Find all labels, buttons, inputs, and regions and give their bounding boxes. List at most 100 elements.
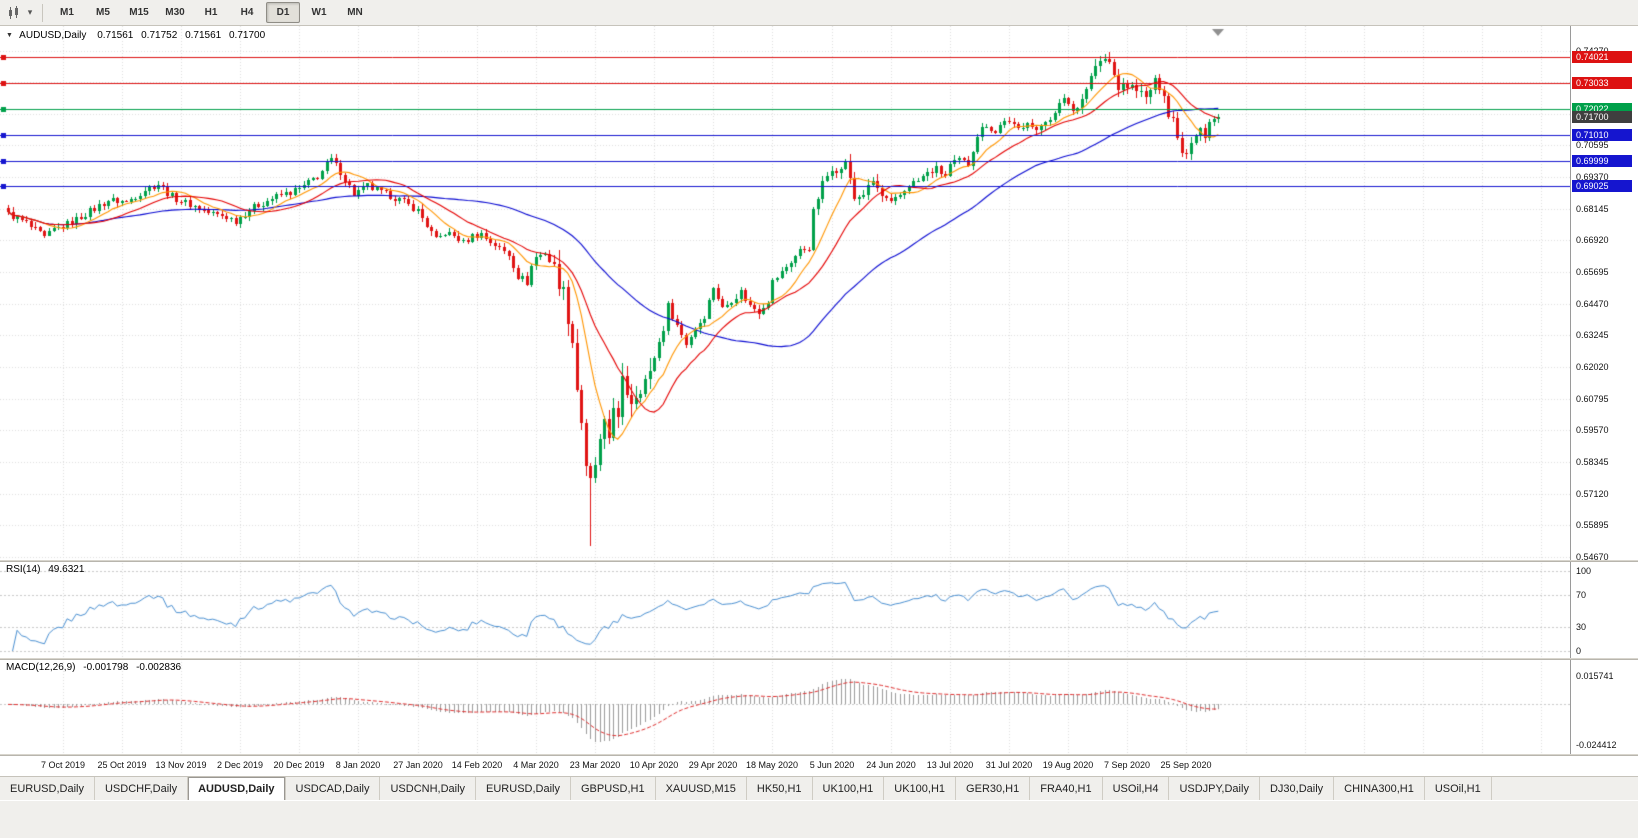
rsi-level-label: 30 (1576, 622, 1587, 632)
chart-tab-gbpusd-h1[interactable]: GBPUSD,H1 (571, 777, 656, 801)
collapse-triangle-icon[interactable]: ▼ (6, 32, 13, 39)
time-axis-label: 7 Oct 2019 (40, 760, 86, 770)
chart-tab-usdcad-daily[interactable]: USDCAD,Daily (286, 777, 381, 801)
rsi-name: RSI(14) (6, 564, 41, 575)
chart-tab-usdjpy-daily[interactable]: USDJPY,Daily (1169, 777, 1260, 801)
price-axis-tick: 0.69370 (1576, 172, 1609, 182)
timeframe-button-h1[interactable]: H1 (204, 7, 218, 18)
chart-tab-ger30-h1[interactable]: GER30,H1 (956, 777, 1031, 801)
chart-area: ▼ AUDUSD,Daily 0.71561 0.71752 0.71561 0… (0, 26, 1638, 756)
time-axis-label: 14 Feb 2020 (451, 760, 503, 770)
chevron-down-icon[interactable]: ▾ (27, 7, 33, 17)
toolbar: ▾ M1 M5 M15 M30 H1 H4 D1 W1 MN (0, 0, 1638, 26)
timeframe-button-d1[interactable]: D1 (266, 2, 300, 23)
price-axis-tick: 0.57120 (1576, 489, 1609, 499)
chart-tab-usdcnh-daily[interactable]: USDCNH,Daily (380, 777, 477, 801)
price-axis: 0.015741 -0.024412 0.742700.705950.69370… (1570, 26, 1638, 756)
price-tag-resistance-line[interactable]: 0.73033 (1572, 77, 1632, 89)
chart-tab-xauusd-m15[interactable]: XAUUSD,M15 (656, 777, 747, 801)
chart-tab-usoil-h4[interactable]: USOil,H4 (1103, 777, 1170, 801)
time-axis-label: 8 Jan 2020 (335, 760, 381, 770)
price-axis-tick: 0.63245 (1576, 330, 1609, 340)
macd-axis-min-label: -0.024412 (1576, 740, 1617, 750)
macd-name: MACD(12,26,9) (6, 662, 76, 673)
rsi-value: 49.6321 (48, 564, 85, 575)
time-axis-label: 31 Jul 2020 (985, 760, 1033, 770)
price-tag-support-line[interactable]: 0.71010 (1572, 129, 1632, 141)
timeframe-button-m30[interactable]: M30 (165, 7, 185, 18)
time-axis-label: 2 Dec 2019 (216, 760, 264, 770)
rsi-indicator-label: RSI(14) 49.6321 (6, 564, 84, 575)
price-tag-support-line[interactable]: 0.69025 (1572, 180, 1632, 192)
time-axis-label: 27 Jan 2020 (393, 760, 443, 770)
chart-type-icon[interactable] (4, 3, 24, 23)
timeframe-button-m5[interactable]: M5 (96, 7, 110, 18)
ohlc-high: 0.71752 (141, 30, 178, 41)
chart-tab-audusd-daily[interactable]: AUDUSD,Daily (188, 777, 286, 801)
price-tag-support-line[interactable]: 0.69999 (1572, 155, 1632, 167)
timeframe-button-m1[interactable]: M1 (60, 7, 74, 18)
timeframe-button-w1[interactable]: W1 (311, 7, 327, 18)
time-axis-label: 18 May 2020 (745, 760, 799, 770)
time-axis-label: 20 Dec 2019 (273, 760, 325, 770)
ohlc-close: 0.71700 (229, 30, 266, 41)
pane-splitter[interactable] (0, 560, 1638, 562)
time-axis-label: 13 Nov 2019 (155, 760, 207, 770)
chart-tab-hk50-h1[interactable]: HK50,H1 (747, 777, 813, 801)
timeframe-toolbar: M1 M5 M15 M30 H1 H4 D1 W1 MN (49, 2, 373, 23)
chart-tab-eurusd-daily[interactable]: EURUSD,Daily (476, 777, 571, 801)
price-axis-tick: 0.66920 (1576, 235, 1609, 245)
time-axis-label: 25 Oct 2019 (97, 760, 147, 770)
chart-tab-usoil-h1[interactable]: USOil,H1 (1425, 777, 1492, 801)
chart-tab-uk100-h1[interactable]: UK100,H1 (813, 777, 885, 801)
ohlc-open: 0.71561 (97, 30, 134, 41)
price-axis-tick: 0.65695 (1576, 267, 1609, 277)
chart-tab-uk100-h1[interactable]: UK100,H1 (884, 777, 957, 801)
chart-tab-fra40-h1[interactable]: FRA40,H1 (1030, 777, 1103, 801)
time-axis-label: 23 Mar 2020 (569, 760, 621, 770)
status-bar (0, 800, 1638, 838)
time-axis-label: 24 Jun 2020 (866, 760, 916, 770)
price-axis-tick: 0.62020 (1576, 362, 1609, 372)
chart-tab-usdchf-daily[interactable]: USDCHF,Daily (95, 777, 189, 801)
price-axis-tick: 0.55895 (1576, 520, 1609, 530)
rsi-level-label: 0 (1576, 646, 1582, 656)
chart-tab-china300-h1[interactable]: CHINA300,H1 (1334, 777, 1425, 801)
time-axis-label: 25 Sep 2020 (1160, 760, 1212, 770)
timeframe-button-h4[interactable]: H4 (240, 7, 254, 18)
price-axis-tick: 0.64470 (1576, 299, 1609, 309)
price-tag-last-price: 0.71700 (1572, 111, 1632, 123)
time-axis-label: 13 Jul 2020 (926, 760, 974, 770)
time-axis-label: 7 Sep 2020 (1103, 760, 1151, 770)
pane-splitter[interactable] (0, 658, 1638, 660)
chart-symbol-label: AUDUSD,Daily (19, 30, 87, 41)
timeframe-button-mn[interactable]: MN (347, 7, 363, 18)
rsi-level-label: 70 (1576, 590, 1587, 600)
time-axis-label: 10 Apr 2020 (629, 760, 679, 770)
pane-splitter[interactable] (0, 754, 1638, 756)
timeframe-button-m15[interactable]: M15 (129, 7, 149, 18)
price-axis-tick: 0.70595 (1576, 140, 1609, 150)
time-axis-label: 19 Aug 2020 (1042, 760, 1094, 770)
price-axis-tick: 0.68145 (1576, 204, 1609, 214)
macd-axis-max-label: 0.015741 (1576, 671, 1614, 681)
chart-tab-eurusd-daily[interactable]: EURUSD,Daily (0, 777, 95, 801)
rsi-level-label: 100 (1576, 566, 1592, 576)
price-axis-tick: 0.54670 (1576, 552, 1609, 562)
price-axis-tick: 0.59570 (1576, 425, 1609, 435)
time-axis: 7 Oct 2019 25 Oct 2019 13 Nov 2019 2 Dec 20… (0, 756, 1638, 776)
chart-ohlc-header: ▼ AUDUSD,Daily 0.71561 0.71752 0.71561 0… (6, 30, 270, 41)
chart-tab-dj30-daily[interactable]: DJ30,Daily (1260, 777, 1335, 801)
chart-tab-bar: EURUSD,Daily USDCHF,Daily AUDUSD,Daily USDC… (0, 776, 1638, 801)
toolbar-separator (42, 3, 43, 22)
ohlc-low: 0.71561 (185, 30, 222, 41)
macd-signal-value: -0.002836 (136, 662, 182, 673)
price-axis-tick: 0.60795 (1576, 394, 1609, 404)
macd-main-value: -0.001798 (83, 662, 129, 673)
price-tag-resistance-line[interactable]: 0.74021 (1572, 51, 1632, 63)
price-chart-canvas[interactable] (0, 26, 1570, 756)
macd-indicator-label: MACD(12,26,9) -0.001798 -0.002836 (6, 662, 181, 673)
time-axis-label: 4 Mar 2020 (513, 760, 559, 770)
time-axis-label: 29 Apr 2020 (688, 760, 738, 770)
